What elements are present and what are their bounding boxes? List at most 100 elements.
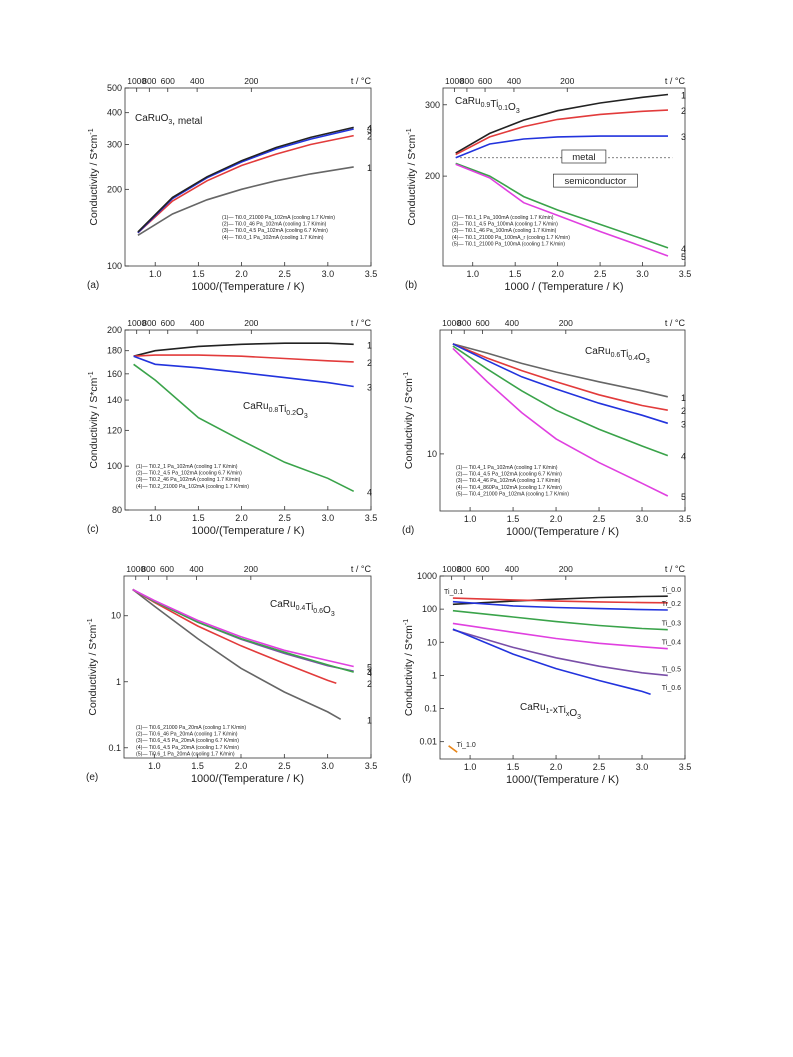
legend-entry: (5)— Ti0.1_21000 Pa_100mA (cooling 1.7 K… (452, 241, 565, 247)
top-tick-label: 600 (160, 564, 174, 574)
legend-entry: (2)— Ti0.2_4.5 Pa_102mA (cooling 6.7 K/m… (136, 471, 242, 477)
top-tick-label: 200 (244, 76, 258, 86)
y-tick-label: 0.1 (424, 704, 437, 714)
y-tick-label: 400 (107, 108, 122, 118)
series-line-Ti_0.3 (452, 609, 668, 631)
series-line-4 (132, 588, 354, 673)
series-line-4 (452, 345, 669, 457)
series-line-3 (133, 355, 354, 388)
legend-entry: (2)— Ti0.1_4.5 Pa_100mA (cooling 1.7 K/m… (452, 222, 558, 228)
chart-title: CaRu0.4Ti0.6O3 (270, 599, 335, 618)
series-line-Ti_0.1 (452, 597, 668, 604)
series-line-Ti_0.0 (452, 595, 668, 606)
series-label: 4 (367, 487, 372, 497)
legend-entry: (4)— Ti0.0_1 Pa_102mA (cooling 1.7 K/min… (222, 235, 324, 241)
series-line-Ti_0.5 (452, 628, 668, 677)
series-line-3 (452, 343, 669, 425)
y-axis-label: Conductivity / S*cm-1 (403, 619, 415, 716)
series-line-Ti_0.2 (452, 600, 668, 611)
series-line-Ti_0.6 (452, 628, 651, 695)
top-tick-label: 400 (507, 76, 521, 86)
x-axis-label: 1000/(Temperature / K) (191, 281, 304, 293)
x-tick-label: 3.5 (679, 514, 692, 524)
top-tick-label: 600 (161, 76, 175, 86)
y-tick-label: 1 (432, 670, 437, 680)
x-axis-label: 1000/(Temperature / K) (191, 773, 304, 785)
x-tick-label: 2.5 (594, 269, 607, 279)
y-tick-label: 300 (107, 139, 122, 149)
y-axis-label: Conductivity / S*cm-1 (87, 618, 99, 715)
x-axis-label: 1000 / (Temperature / K) (504, 281, 623, 293)
legend-entry: (3)— Ti0.0_4.5 Pa_102mA (cooling 6.7 K/m… (222, 228, 328, 234)
y-tick-label: 10 (427, 449, 437, 459)
x-tick-label: 1.0 (464, 514, 477, 524)
y-tick-label: 1000 (417, 571, 437, 581)
x-tick-label: 1.5 (507, 762, 520, 772)
x-tick-label: 2.0 (551, 269, 564, 279)
series-line-1 (132, 588, 342, 720)
panel-label: (e) (86, 772, 98, 783)
y-tick-label: 500 (107, 83, 122, 93)
series-label: 3 (681, 132, 686, 142)
x-tick-label: 3.0 (321, 761, 334, 771)
top-axis-label: t / °C (351, 76, 372, 86)
series-line-Ti_0.4 (452, 622, 668, 650)
x-tick-label: 1.0 (149, 513, 162, 523)
legend-entry: (2)— Ti0.0_46 Pa_102mA (cooling 1.7 K/mi… (222, 222, 327, 228)
top-axis-label: t / °C (665, 318, 686, 328)
y-axis-label: Conductivity / S*cm-1 (403, 372, 415, 469)
series-label: 1 (367, 163, 372, 173)
y-axis-label: Conductivity / S*cm-1 (406, 128, 418, 225)
panel-label: (f) (402, 773, 411, 784)
panel-label: (c) (87, 524, 99, 535)
legend-entry: (3)— Ti0.6_4.5 Pa_20mA (cooling 6.7 K/mi… (136, 738, 239, 744)
y-tick-label: 140 (107, 395, 122, 405)
series-label: Ti_0.5 (662, 666, 681, 673)
series-label: 5 (681, 492, 686, 502)
x-tick-label: 2.0 (550, 762, 563, 772)
x-tick-label: 3.0 (636, 514, 649, 524)
top-tick-label: 200 (559, 564, 573, 574)
legend-entry: (1)— Ti0.4_1 Pa_102mA (cooling 1.7 K/min… (456, 465, 558, 471)
y-tick-label: 1 (116, 677, 121, 687)
legend-entry: (4)— Ti0.4_860Pa_102mA (cooling 1.7 K/mi… (456, 485, 562, 491)
x-tick-label: 1.0 (466, 269, 479, 279)
top-tick-label: 1000 (127, 318, 146, 328)
x-tick-label: 2.0 (550, 514, 563, 524)
x-tick-label: 1.5 (507, 514, 520, 524)
top-axis-label: t / °C (665, 76, 686, 86)
series-line-4 (455, 162, 669, 249)
y-tick-label: 80 (112, 505, 122, 515)
legend-entry: (1)— Ti0.1_1 Pa_100mA (cooling 1.7 K/min… (452, 215, 554, 221)
x-tick-label: 3.5 (365, 761, 378, 771)
top-tick-label: 1000 (442, 564, 461, 574)
legend-entry: (3)— Ti0.2_46 Pa_102mA (cooling 1.7 K/mi… (136, 477, 241, 483)
series-line-1 (455, 93, 669, 154)
x-tick-label: 3.5 (365, 513, 378, 523)
series-label: Ti_0.0 (662, 587, 681, 594)
x-tick-label: 1.0 (149, 269, 162, 279)
annotation-semiconductor: semiconductor (564, 176, 626, 187)
chart-title: CaRu0.8Ti0.2O3 (243, 401, 308, 420)
series-label: 4 (681, 244, 686, 254)
y-tick-label: 160 (107, 369, 122, 379)
y-tick-label: 120 (107, 425, 122, 435)
legend-entry: (4)— Ti0.6_4.5 Pa_20mA (cooling 1.7 K/mi… (136, 745, 239, 751)
annotation-metal: metal (572, 152, 595, 163)
x-tick-label: 2.5 (278, 269, 291, 279)
x-axis-label: 1000/(Temperature / K) (506, 526, 619, 538)
top-tick-label: 800 (142, 318, 156, 328)
y-tick-label: 10 (427, 637, 437, 647)
panel-label: (a) (87, 280, 99, 291)
y-tick-label: 100 (107, 461, 122, 471)
x-tick-label: 1.0 (148, 761, 161, 771)
x-tick-label: 2.5 (278, 513, 291, 523)
x-tick-label: 3.5 (679, 762, 692, 772)
x-tick-label: 1.5 (191, 761, 204, 771)
y-axis-label: Conductivity / S*cm-1 (88, 371, 100, 468)
series-label: 4 (367, 123, 372, 133)
series-line-2 (137, 134, 354, 234)
